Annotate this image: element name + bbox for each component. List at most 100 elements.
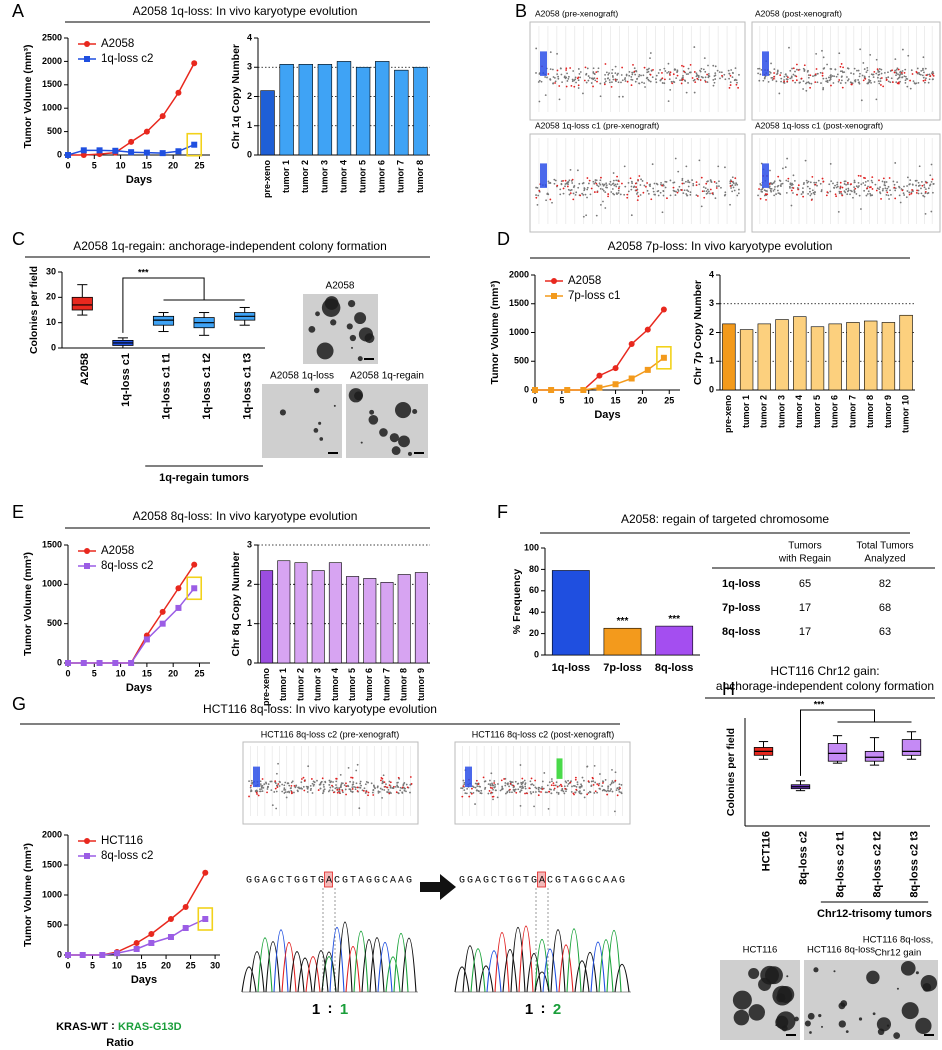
cnv-dot: [866, 66, 869, 69]
colony: [876, 1017, 892, 1032]
cnv-dot: [599, 183, 602, 186]
cnv-dot: [546, 784, 549, 787]
cnv-dot: [910, 69, 913, 72]
cnv-dot: [731, 176, 734, 179]
cnv-dot: [341, 789, 344, 792]
cnv-dot: [736, 183, 739, 186]
cnv-dot: [260, 784, 262, 787]
cnv-dot: [826, 191, 829, 193]
colony: [313, 428, 319, 433]
cnv-dot: [365, 790, 368, 793]
cnv-dot: [618, 783, 621, 786]
cnv-dot: [784, 166, 787, 169]
cnv-dot: [377, 791, 380, 794]
cnv-dot: [631, 182, 634, 185]
y-tick-label: 500: [47, 126, 62, 136]
cnv-dot: [617, 180, 620, 183]
cnv-dot: [805, 89, 808, 92]
cnv-dot: [909, 179, 912, 182]
cnv-dot: [589, 193, 592, 196]
cnv-dot: [374, 787, 376, 790]
cnv-dot: [790, 75, 793, 78]
bar: [810, 326, 825, 391]
data-point: [80, 660, 87, 666]
cnv-dot: [857, 69, 860, 72]
cnv-dot: [500, 779, 503, 782]
cnv-dot: [871, 194, 874, 197]
cnv-dot: [901, 76, 904, 79]
cnv-dot: [708, 190, 710, 193]
cnv-dot: [355, 769, 358, 772]
cnv-dot: [718, 180, 720, 183]
cnv-dot: [847, 187, 850, 190]
cnv-dot: [489, 784, 492, 787]
cnv-dot: [649, 73, 652, 76]
cnv-dot: [688, 181, 691, 184]
cnv-dot: [650, 69, 653, 72]
cnv-dot: [779, 74, 782, 77]
cnv-dot: [683, 182, 685, 185]
cnv-dot: [800, 77, 803, 80]
cnv-dot: [587, 79, 590, 82]
cnv-dot: [249, 786, 252, 789]
cnv-dot: [820, 82, 822, 84]
cnv-dot: [917, 181, 920, 184]
cnv-dot: [608, 183, 611, 185]
cnv-dot: [909, 79, 911, 82]
bar-annotation: ***: [668, 614, 680, 625]
cnv-dot: [660, 181, 662, 184]
chromatogram-peak: [518, 925, 534, 993]
cnv-dot: [901, 70, 904, 72]
cnv-dot: [489, 786, 492, 789]
cnv-dot: [494, 783, 496, 786]
cnv-dot: [615, 789, 618, 792]
cnv-dot: [691, 77, 694, 79]
cnv-dot: [710, 180, 713, 183]
cnv-dot: [910, 191, 913, 194]
colony: [886, 1024, 890, 1027]
colony: [748, 967, 760, 979]
data-point: [112, 660, 119, 666]
cnv-dot: [641, 180, 644, 182]
cnv-dot: [864, 77, 867, 80]
cnv-dot: [915, 179, 918, 182]
cnv-dot: [579, 71, 582, 73]
colony: [748, 1004, 766, 1021]
cnv-dot: [802, 190, 804, 193]
legend-label: 7p-loss c1: [568, 290, 620, 302]
cnv-dot: [880, 68, 883, 71]
cnv-dot: [261, 784, 264, 787]
data-point: [167, 916, 174, 922]
chromatogram-peak: [369, 937, 385, 993]
data-point: [548, 387, 555, 393]
box: [71, 296, 93, 311]
cnv-dot: [364, 783, 367, 786]
cnv-dot: [538, 786, 541, 789]
cnv-dot: [600, 176, 602, 179]
cnv-dot: [464, 792, 467, 795]
colony: [279, 409, 286, 416]
cnv-dot: [906, 176, 909, 179]
cnv-dot: [553, 76, 556, 79]
cnv-dot: [900, 188, 903, 190]
cnv-dot: [661, 184, 664, 187]
cnv-dot: [621, 79, 624, 82]
cnv-dot: [579, 76, 582, 79]
y-tick-label: 40: [529, 607, 539, 617]
cnv-dot: [721, 74, 723, 77]
cnv-dot: [410, 783, 413, 785]
image-caption: HCT116 8q-loss c2 (pre-xenograft): [261, 729, 399, 739]
cnv-dot: [497, 783, 499, 785]
cnv-dot: [887, 80, 890, 83]
cnv-dot: [343, 784, 346, 787]
cnv-dot: [923, 71, 925, 74]
cnv-dot: [643, 66, 646, 69]
cnv-dot: [476, 783, 479, 786]
cnv-dot: [339, 786, 342, 789]
colony: [833, 970, 836, 973]
x-tick-label: 25: [194, 668, 204, 678]
y-tick-label: 0: [57, 657, 62, 667]
cnv-dot: [783, 75, 786, 78]
bar: [413, 66, 428, 156]
cnv-dot: [676, 191, 679, 194]
